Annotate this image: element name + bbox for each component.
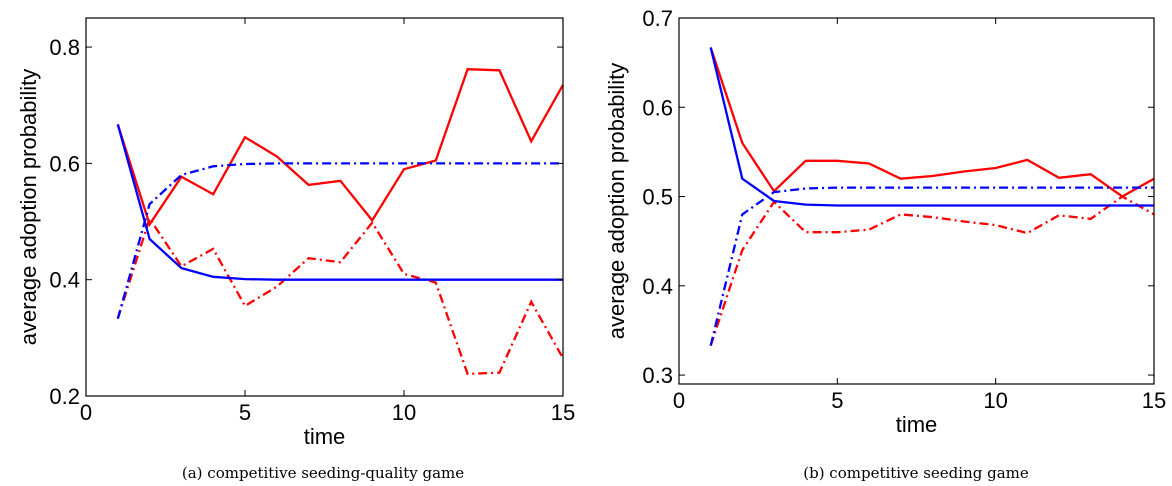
x-tick-label: 10 xyxy=(392,400,416,425)
y-tick-label: 0.4 xyxy=(642,274,673,299)
figure-caption: (a) competitive seeding-quality game xyxy=(182,464,464,482)
series-line-4 xyxy=(709,186,1154,346)
plot-frame xyxy=(678,17,1155,385)
plot-frame xyxy=(85,17,564,397)
chart-panel-b: 0 5 10 15 0.3 0.4 0.5 0.6 0.7 time average adoptio… xyxy=(604,6,1166,482)
chart-panel-a: 0 5 10 15 0.2 0.4 0.6 0.8 time average adoption p… xyxy=(16,17,575,482)
x-tick-label: 0 xyxy=(80,400,92,425)
x-tick-label: 5 xyxy=(831,388,843,413)
x-tick-label: 15 xyxy=(551,400,575,425)
y-axis-label: average adoption probability xyxy=(604,63,629,339)
series-line-3 xyxy=(709,47,1154,207)
series-line-3 xyxy=(116,124,563,281)
series-line-1 xyxy=(116,68,565,228)
y-tick-label: 0.6 xyxy=(642,95,673,120)
y-tick-label: 0.6 xyxy=(49,151,80,176)
series-line-2 xyxy=(116,215,565,376)
y-tick-label: 0.8 xyxy=(49,35,80,60)
x-tick-label: 5 xyxy=(239,400,251,425)
x-axis-label: time xyxy=(896,412,938,437)
y-tick-label: 0.3 xyxy=(642,363,673,388)
x-axis-label: time xyxy=(304,424,346,449)
series-line-2 xyxy=(709,195,1155,346)
figure-caption: (b) competitive seeding game xyxy=(803,464,1029,482)
series-line-1 xyxy=(709,47,1155,198)
y-tick-label: 0.7 xyxy=(642,6,673,31)
y-tick-label: 0.4 xyxy=(49,268,80,293)
series-line-4 xyxy=(116,162,563,320)
y-tick-label: 0.2 xyxy=(49,384,80,409)
x-tick-label: 15 xyxy=(1142,388,1166,413)
x-tick-label: 0 xyxy=(673,388,685,413)
x-tick-label: 10 xyxy=(983,388,1007,413)
y-axis-label: average adoption probability xyxy=(16,69,41,345)
y-tick-label: 0.5 xyxy=(642,185,673,210)
